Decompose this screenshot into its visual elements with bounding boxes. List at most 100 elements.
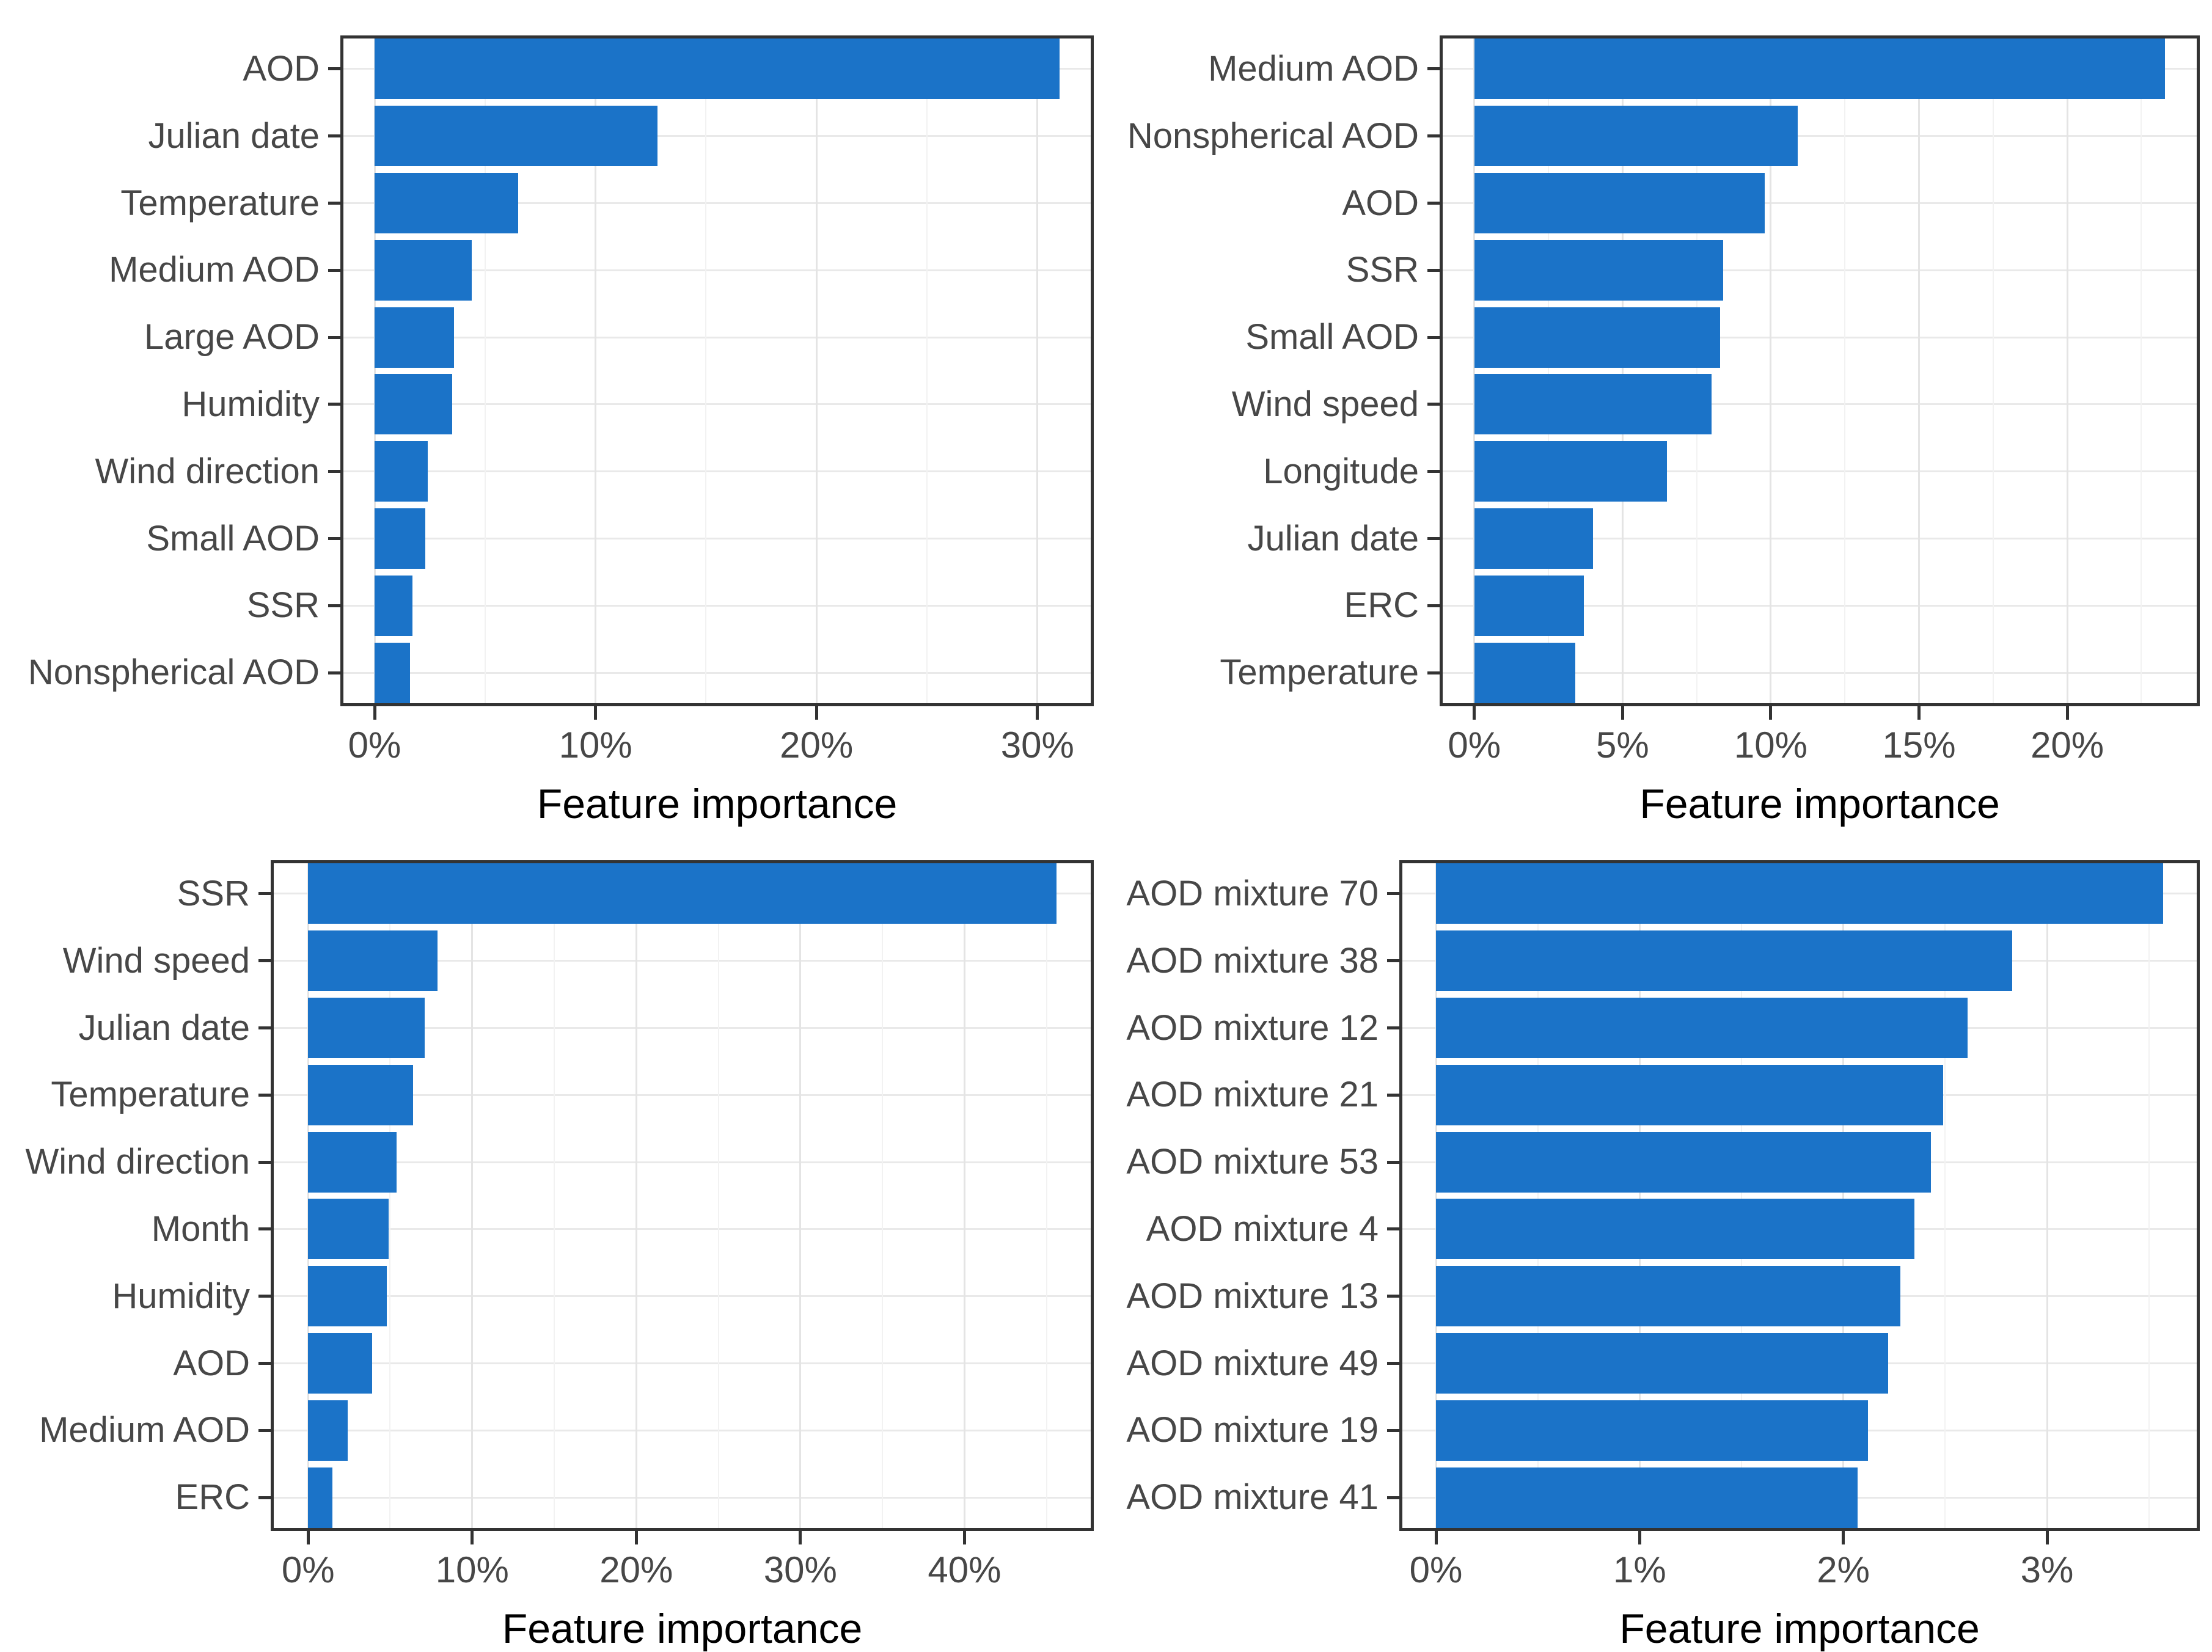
y-tick [1427, 335, 1440, 339]
chart-top-right: Medium AOD Nonspherical AOD AOD SSR Small AO… [1106, 0, 2212, 825]
x-tick [1638, 1531, 1641, 1544]
y-tick [1427, 470, 1440, 473]
x-tick-label: 10% [558, 725, 632, 766]
y-tick [328, 268, 340, 272]
x-gridline-major [1770, 35, 1772, 706]
x-tick-label: 30% [763, 1549, 837, 1590]
y-axis-label: AOD [1342, 183, 1419, 223]
y-axis-label: Temperature [51, 1075, 250, 1115]
bar [375, 441, 428, 502]
x-tick [1434, 1531, 1438, 1544]
y-gridline [340, 202, 1094, 204]
y-tick [328, 134, 340, 138]
x-tick-label: 2% [1817, 1549, 1870, 1590]
x-tick [1917, 706, 1921, 720]
y-gridline [340, 604, 1094, 607]
plot-panel [340, 35, 1094, 706]
bar [308, 863, 1057, 924]
y-axis-label: SSR [177, 873, 250, 913]
y-gridline [1440, 135, 2200, 137]
y-axis-label: Month [151, 1208, 250, 1249]
y-axis-label: Wind speed [62, 940, 250, 981]
x-gridline-major [963, 860, 965, 1531]
bar [1474, 173, 1765, 233]
bar [1436, 863, 2163, 924]
y-axis-label: AOD mixture 21 [1126, 1075, 1379, 1115]
y-axis-label: Nonspherical AOD [27, 652, 320, 693]
x-tick [2045, 1531, 2049, 1544]
bar [1436, 1467, 1858, 1528]
x-tick [1842, 1531, 1845, 1544]
y-axis-label: Large AOD [144, 317, 320, 357]
x-tick-label: 0% [1409, 1549, 1463, 1590]
bar [375, 307, 455, 368]
y-axis-label: Temperature [1220, 652, 1419, 693]
bar [1474, 575, 1584, 636]
y-tick [1387, 1496, 1399, 1499]
x-gridline-major [1435, 860, 1437, 1531]
bar [1436, 1266, 1900, 1327]
x-gridline-major [635, 860, 637, 1531]
x-gridline-minor [926, 35, 928, 706]
y-tick [258, 892, 271, 896]
y-axis-label: AOD [243, 48, 320, 89]
y-tick [1427, 202, 1440, 205]
y-gridline [340, 135, 1094, 137]
y-tick [1387, 1227, 1399, 1231]
x-tick-label: 5% [1595, 725, 1649, 766]
y-gridline [271, 1228, 1094, 1230]
y-gridline [271, 960, 1094, 962]
y-axis-label: AOD mixture 19 [1126, 1410, 1379, 1450]
y-tick [258, 1093, 271, 1097]
plot-panel [271, 860, 1094, 1531]
y-axis-label: Julian date [148, 115, 320, 156]
bar [1474, 38, 2166, 100]
y-gridline [340, 470, 1094, 473]
y-axis-label: AOD mixture 4 [1146, 1208, 1379, 1249]
y-tick [1427, 268, 1440, 272]
y-gridline [1440, 269, 2200, 271]
y-tick [258, 1428, 271, 1432]
x-gridline-major [307, 860, 309, 1531]
x-gridline-major [1842, 860, 1845, 1531]
y-axis-label: AOD [173, 1343, 250, 1383]
y-tick [328, 604, 340, 607]
x-gridline-minor [1046, 860, 1047, 1531]
bar [375, 575, 412, 636]
plot-panel [1440, 35, 2200, 706]
y-axis-label: SSR [246, 585, 320, 626]
x-gridline-minor [2148, 860, 2150, 1531]
x-gridline-minor [1992, 35, 1994, 706]
y-axis-label: ERC [175, 1477, 250, 1518]
x-gridline-major [1918, 35, 1921, 706]
bar [1474, 441, 1668, 502]
bar [1436, 1199, 1915, 1260]
bar [308, 1467, 333, 1528]
y-gridline [271, 1429, 1094, 1431]
x-axis-title: Feature importance [537, 781, 898, 827]
bar [308, 1131, 397, 1193]
y-gridline [271, 1027, 1094, 1029]
x-gridline-major [815, 35, 818, 706]
y-gridline [1440, 403, 2200, 406]
y-axis-label: ERC [1344, 585, 1419, 626]
x-gridline-minor [1741, 860, 1742, 1531]
x-gridline-minor [1696, 35, 1697, 706]
x-gridline-minor [1944, 860, 1946, 1531]
bar [1474, 374, 1712, 435]
bar [375, 239, 472, 301]
y-gridline [271, 1094, 1094, 1096]
bar [1436, 1400, 1868, 1461]
bar [1474, 307, 1721, 368]
x-gridline-major [1621, 35, 1624, 706]
y-axis-label: Temperature [120, 183, 320, 223]
y-axis-label: Nonspherical AOD [1127, 115, 1419, 156]
y-tick [1387, 1093, 1399, 1097]
x-axis-title: Feature importance [1619, 1606, 1980, 1652]
y-axis-label: AOD mixture 41 [1126, 1477, 1379, 1518]
y-axis-label: AOD mixture 70 [1126, 873, 1379, 913]
y-axis-label: AOD mixture 13 [1126, 1276, 1379, 1316]
chart-bottom-right: AOD mixture 70 AOD mixture 38 AOD mixture … [1106, 825, 2212, 1650]
x-gridline-major [373, 35, 376, 706]
